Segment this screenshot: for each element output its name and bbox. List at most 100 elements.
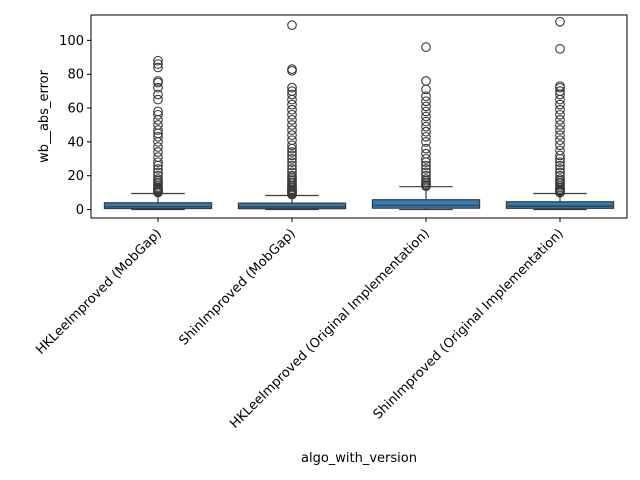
outlier-point [153, 120, 163, 130]
outlier-point [287, 153, 297, 164]
outlier-point [287, 157, 297, 168]
outlier-point [287, 160, 297, 171]
outlier-point [421, 126, 431, 137]
outlier-point [555, 94, 565, 105]
outlier-point [555, 43, 565, 54]
outlier-point [555, 167, 565, 178]
box-iqr [371, 199, 481, 209]
outlier-point [153, 115, 163, 125]
outlier-point [421, 143, 431, 154]
outlier-point [287, 140, 297, 151]
outlier-point [421, 167, 431, 178]
outlier-point [555, 174, 565, 184]
outlier-point [555, 104, 565, 115]
outlier-point [555, 99, 565, 110]
axes-frame [90, 14, 628, 219]
outlier-point [153, 59, 163, 69]
outlier-point [153, 89, 163, 100]
outlier-point [421, 121, 431, 132]
outlier-point [153, 76, 163, 86]
outlier-point [421, 153, 431, 164]
outlier-point [421, 164, 431, 174]
outlier-point [287, 104, 297, 115]
outlier-point [287, 167, 297, 178]
y-tick-label: 20 [67, 169, 84, 184]
outlier-point [421, 76, 431, 86]
outlier-point [555, 157, 565, 168]
outlier-point [287, 20, 297, 30]
outlier-point [153, 131, 163, 142]
outlier-point [153, 125, 163, 135]
x-tick-label: HKLeeImproved (MobGap) [33, 226, 165, 358]
outlier-point [421, 106, 431, 117]
y-tick-label: 80 [67, 68, 84, 83]
box-group [371, 42, 481, 211]
outlier-point [153, 109, 163, 120]
outlier-point [421, 111, 431, 122]
outlier-point [421, 91, 431, 102]
outlier-point [421, 101, 431, 112]
box-iqr [103, 202, 213, 210]
outlier-point [153, 137, 163, 147]
outlier-point [555, 86, 565, 96]
outlier-point [153, 82, 163, 93]
outlier-point [153, 147, 163, 157]
outlier-point [153, 164, 163, 174]
outlier-point [287, 125, 297, 135]
outlier-point [555, 115, 565, 125]
outlier-point [421, 174, 431, 184]
outlier-point [287, 89, 297, 100]
outlier-point [555, 130, 565, 140]
outlier-point [287, 170, 297, 181]
outlier-point [287, 109, 297, 120]
outlier-point [421, 148, 431, 159]
outlier-point [153, 106, 163, 117]
outlier-point [421, 131, 431, 142]
outlier-point [555, 145, 565, 156]
outlier-point [153, 152, 163, 162]
outlier-point [287, 99, 297, 110]
outlier-point [555, 81, 565, 91]
outlier-point [153, 142, 163, 152]
y-tick-label: 100 [59, 34, 84, 49]
y-tick-label: 40 [67, 135, 84, 150]
outlier-point [555, 120, 565, 130]
y-axis: 0 20 40 60 80 100 [59, 34, 91, 218]
outlier-point [153, 157, 163, 168]
x-tick-label: ShinImproved (MobGap) [176, 226, 298, 348]
outlier-point [555, 160, 565, 171]
outlier-point [287, 164, 297, 174]
x-axis-title: algo_with_version [301, 451, 417, 466]
box-group [237, 20, 347, 211]
outlier-point [555, 170, 565, 181]
plot-area [103, 16, 615, 211]
y-tick-label: 60 [67, 102, 84, 117]
box-group [505, 16, 615, 211]
outlier-point [153, 62, 163, 73]
outlier-point [153, 94, 163, 105]
outlier-point [421, 42, 431, 52]
outlier-point [153, 55, 163, 66]
outlier-point [287, 82, 297, 93]
outlier-point [555, 135, 565, 146]
outlier-point [555, 109, 565, 120]
outlier-point [555, 125, 565, 135]
outlier-point [153, 167, 163, 178]
outlier-point [287, 147, 297, 157]
outlier-point [421, 116, 431, 127]
outlier-point [555, 150, 565, 161]
y-axis-title: wb__abs_error [37, 69, 52, 163]
outlier-point [421, 170, 431, 181]
outlier-point [287, 94, 297, 105]
outlier-point [421, 96, 431, 107]
box-iqr [505, 201, 615, 209]
outlier-point [287, 135, 297, 146]
outlier-point [287, 130, 297, 140]
box-group [103, 55, 213, 211]
x-axis: HKLeeImproved (MobGap) ShinImproved (MobG… [33, 218, 567, 432]
outlier-point [287, 86, 297, 96]
outlier-point [287, 115, 297, 125]
outlier-point [287, 64, 297, 74]
outlier-point [555, 164, 565, 174]
